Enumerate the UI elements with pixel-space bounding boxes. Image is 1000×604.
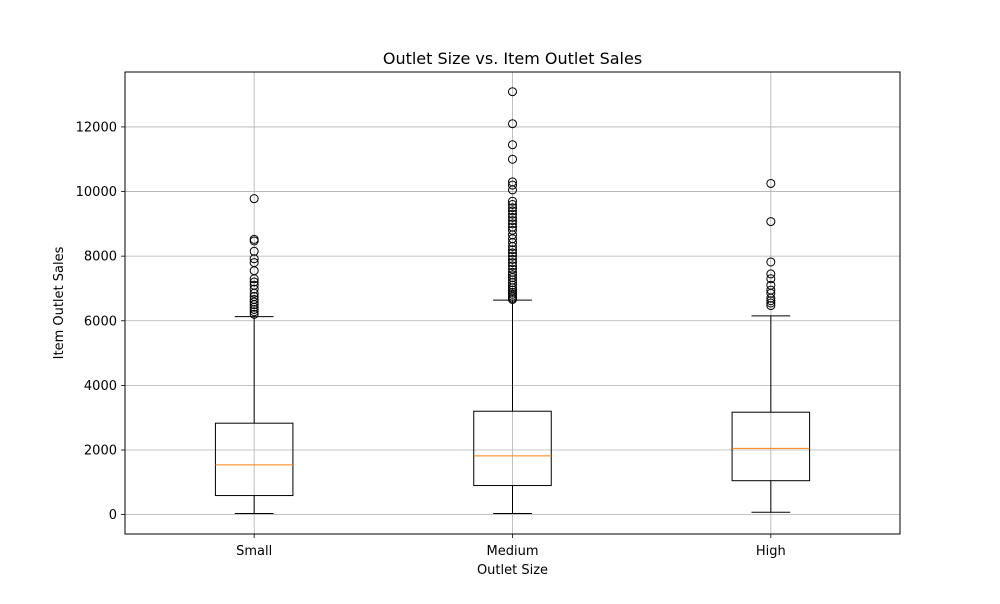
outlier-point <box>249 254 259 264</box>
outlier-point <box>508 216 517 226</box>
outlier-point <box>508 248 517 258</box>
outlier-point <box>508 258 517 268</box>
outlier-point <box>508 199 517 209</box>
outlier-point <box>249 309 259 319</box>
outlier-point <box>508 203 517 213</box>
outlier-point <box>508 270 517 280</box>
outlier-point <box>766 274 776 284</box>
outlier-point <box>508 206 517 216</box>
y-axis-label: Item Outlet Sales <box>52 246 67 359</box>
tick-layer: 0 2000 4000 6000 8000 10000 12000 Small Medium Hi… <box>76 120 786 559</box>
outlier-point <box>766 298 776 308</box>
outlier-point <box>508 177 517 187</box>
outlier-point <box>508 285 517 295</box>
outlier-point <box>508 154 517 164</box>
chart-title: Outlet Size vs. Item Outlet Sales <box>383 49 642 68</box>
y-tick-label: 8000 <box>84 250 117 265</box>
outlier-point <box>249 284 259 294</box>
outlier-point <box>508 245 517 255</box>
outlier-point <box>249 246 259 256</box>
box-group-high <box>731 178 811 513</box>
outlier-point <box>508 287 517 297</box>
outlier-point <box>249 292 259 302</box>
x-axis-label: Outlet Size <box>477 563 548 578</box>
outlier-point <box>508 264 517 274</box>
outlier-point <box>508 219 517 229</box>
y-tick-label: 12000 <box>76 120 117 135</box>
outlier-point <box>766 178 776 188</box>
y-tick-label: 2000 <box>84 444 117 459</box>
outlier-point <box>766 285 776 295</box>
x-tick-label: Small <box>236 544 272 559</box>
outlier-point <box>508 225 517 235</box>
outlier-point <box>766 301 776 311</box>
outlier-point <box>249 297 259 307</box>
outlier-point <box>508 251 517 261</box>
outlier-point <box>508 261 517 271</box>
outlier-point <box>249 307 259 317</box>
outlier-point <box>766 217 776 227</box>
outlier-point <box>508 209 517 219</box>
outlier-point <box>508 196 517 206</box>
outlier-point <box>508 140 517 150</box>
x-tick-label: Medium <box>487 544 539 559</box>
outlier-point <box>508 222 517 232</box>
box-group-medium <box>473 87 552 515</box>
outlier-point <box>249 258 259 268</box>
outlier-point <box>766 296 776 306</box>
outlier-point <box>766 257 776 267</box>
outlier-point <box>249 194 259 204</box>
outlier-point <box>249 304 259 314</box>
box-iqr <box>731 411 811 482</box>
outlier-point <box>508 119 517 129</box>
y-tick-label: 6000 <box>84 314 117 329</box>
outlier-point <box>249 294 259 304</box>
outlier-point <box>508 87 517 97</box>
y-tick-label: 10000 <box>76 185 117 200</box>
y-tick-label: 0 <box>109 508 117 523</box>
box-layer <box>214 87 811 515</box>
outlier-point <box>249 280 259 290</box>
y-tick-label: 4000 <box>84 379 117 394</box>
outlier-point <box>508 267 517 277</box>
box-group-small <box>214 194 294 515</box>
outlier-point <box>249 234 259 244</box>
outlier-point <box>766 269 776 279</box>
outlier-point <box>508 212 517 222</box>
outlier-point <box>508 254 517 264</box>
outlier-point <box>766 280 776 290</box>
x-tick-label: High <box>756 544 786 559</box>
outlier-point <box>249 277 259 287</box>
box-iqr <box>473 410 552 487</box>
outlier-point <box>508 180 517 190</box>
box-iqr <box>214 422 294 497</box>
